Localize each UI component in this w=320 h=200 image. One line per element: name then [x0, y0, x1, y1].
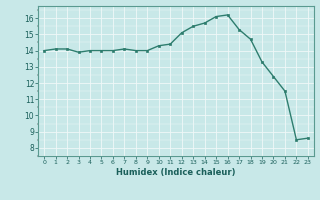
X-axis label: Humidex (Indice chaleur): Humidex (Indice chaleur)	[116, 168, 236, 177]
